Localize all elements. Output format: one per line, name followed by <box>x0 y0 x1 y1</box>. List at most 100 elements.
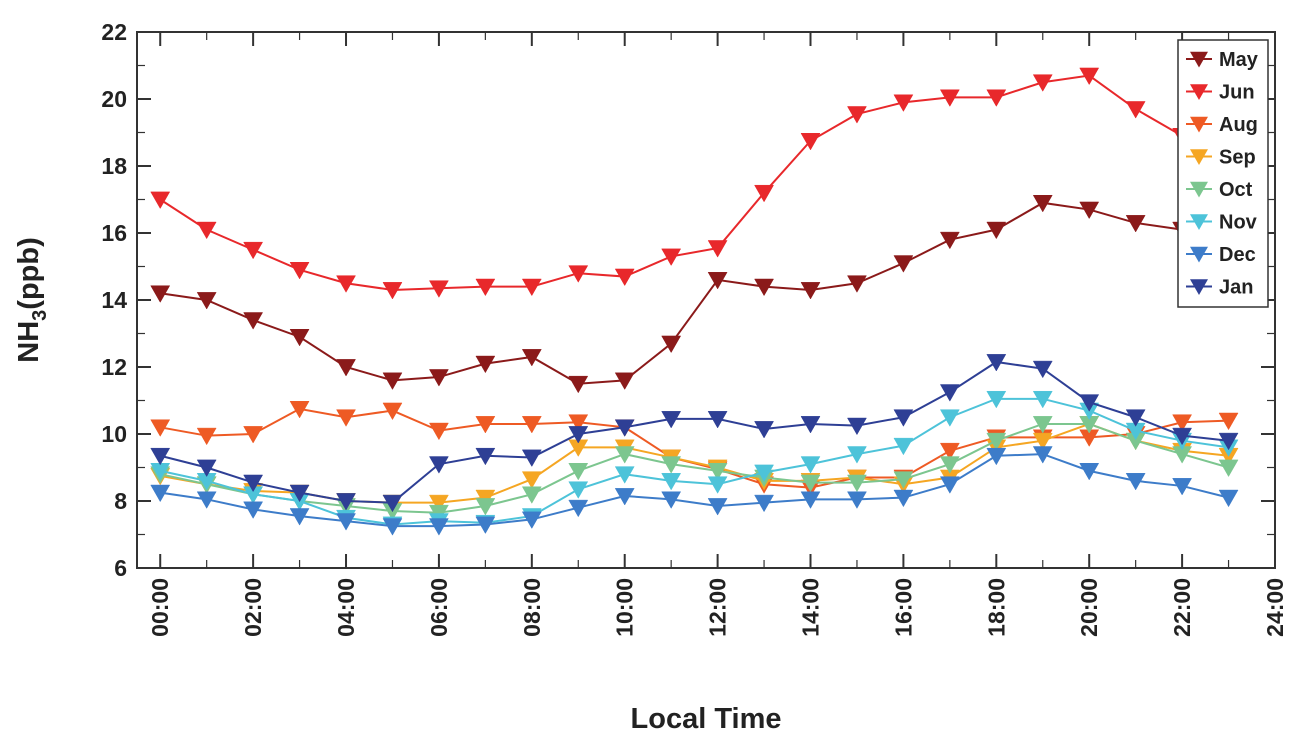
data-point-jan <box>150 447 171 466</box>
data-point-jan <box>428 456 449 474</box>
data-point-nov <box>986 390 1007 409</box>
y-tick-label: 16 <box>101 220 127 246</box>
data-point-dec <box>1218 489 1239 508</box>
data-point-jan <box>1218 432 1239 451</box>
x-tick-label: 08:00 <box>519 578 545 637</box>
data-point-jan <box>754 421 774 439</box>
data-point-aug <box>521 416 542 434</box>
data-point-jun <box>893 94 914 112</box>
data-point-jun <box>986 89 1007 107</box>
data-point-may <box>521 349 542 367</box>
legend-label-jun: Jun <box>1219 82 1255 104</box>
data-point-jun <box>1032 74 1053 92</box>
data-point-jan <box>661 411 682 429</box>
data-point-dec <box>336 513 356 531</box>
data-point-may <box>893 255 914 273</box>
data-point-aug <box>336 409 356 427</box>
data-point-oct <box>847 474 867 493</box>
data-point-jan <box>847 417 867 436</box>
data-point-aug <box>243 426 264 444</box>
data-point-aug <box>1172 414 1193 432</box>
data-point-may <box>661 335 682 354</box>
data-point-aug <box>196 427 217 446</box>
data-point-may <box>1079 201 1100 220</box>
data-point-oct <box>568 463 589 481</box>
data-point-may <box>243 312 264 330</box>
data-point-jan <box>336 493 356 511</box>
data-point-may <box>1032 195 1053 213</box>
series-dec <box>150 446 1239 536</box>
legend-label-jan: Jan <box>1219 277 1253 299</box>
data-point-may <box>847 275 867 293</box>
data-point-aug <box>382 402 403 421</box>
data-point-dec <box>847 491 867 509</box>
data-point-jan <box>939 384 960 402</box>
x-tick-label: 02:00 <box>240 578 266 637</box>
data-point-oct <box>800 474 821 493</box>
legend-box <box>1177 39 1269 308</box>
data-point-jan <box>986 354 1007 372</box>
data-point-dec <box>661 491 682 509</box>
data-point-jan <box>568 426 589 444</box>
data-point-may <box>614 372 635 390</box>
data-point-jan <box>382 494 403 513</box>
series-line-dec <box>160 453 1229 528</box>
legend-label-aug: Aug <box>1219 114 1258 136</box>
y-axis: 6 8 10 12 14 16 18 20 22 <box>101 19 1275 581</box>
x-tick-label: 24:00 <box>1262 578 1288 637</box>
data-point-jan <box>614 419 635 437</box>
data-point-jun <box>847 106 867 124</box>
x-tick-label: 00:00 <box>147 578 173 637</box>
data-point-dec <box>800 491 821 509</box>
data-point-oct <box>521 486 542 504</box>
data-point-jun <box>289 262 310 280</box>
data-point-nov <box>800 456 821 474</box>
data-point-dec <box>986 447 1007 466</box>
data-point-jun <box>196 221 217 240</box>
x-tick-label: 12:00 <box>705 578 731 637</box>
data-point-dec <box>939 476 960 494</box>
data-point-oct <box>707 463 728 481</box>
x-tick-label: 18:00 <box>983 578 1009 637</box>
data-point-may <box>428 369 449 387</box>
legend: May Jun Aug Sep Oct Nov Dec Jan <box>1177 39 1269 308</box>
data-point-sep <box>521 471 542 489</box>
data-point-jun <box>754 184 774 203</box>
legend-marker-jan <box>1190 279 1208 296</box>
y-tick-label: 14 <box>101 287 127 313</box>
x-axis: 00:00 02:00 04:00 06:00 08:00 10:00 12:00 14:00… <box>147 32 1288 637</box>
data-point-jan <box>893 409 914 427</box>
data-point-nov <box>847 446 867 464</box>
data-point-oct <box>475 498 496 516</box>
legend-marker-nov <box>1190 214 1208 231</box>
data-point-dec <box>614 488 635 506</box>
data-point-jan <box>800 416 821 434</box>
y-axis-title-unit: (ppb) <box>13 237 45 309</box>
y-tick-label: 6 <box>114 555 127 581</box>
x-tick-label: 20:00 <box>1076 578 1102 637</box>
data-point-may <box>939 231 960 250</box>
data-point-may <box>754 278 774 297</box>
data-point-nov <box>614 466 635 484</box>
data-point-aug <box>939 442 960 461</box>
data-point-dec <box>382 518 403 536</box>
data-point-jun <box>150 191 171 210</box>
y-tick-label: 20 <box>101 86 127 112</box>
data-point-jan <box>243 474 264 493</box>
series-line-jan <box>159 360 1229 504</box>
data-point-oct <box>986 432 1007 451</box>
data-point-nov <box>754 464 774 483</box>
data-point-jan <box>707 411 728 429</box>
data-point-jan <box>475 447 496 466</box>
data-point-jun <box>614 268 635 287</box>
data-point-may <box>289 329 310 347</box>
data-point-jun <box>939 89 960 107</box>
data-point-jun <box>568 265 589 283</box>
data-point-jun <box>800 133 821 151</box>
data-point-may <box>568 375 589 394</box>
legend-marker-may <box>1190 51 1208 68</box>
y-tick-label: 18 <box>101 153 127 179</box>
legend-label-dec: Dec <box>1219 244 1256 266</box>
data-point-oct <box>893 471 914 489</box>
data-point-dec <box>754 494 774 513</box>
